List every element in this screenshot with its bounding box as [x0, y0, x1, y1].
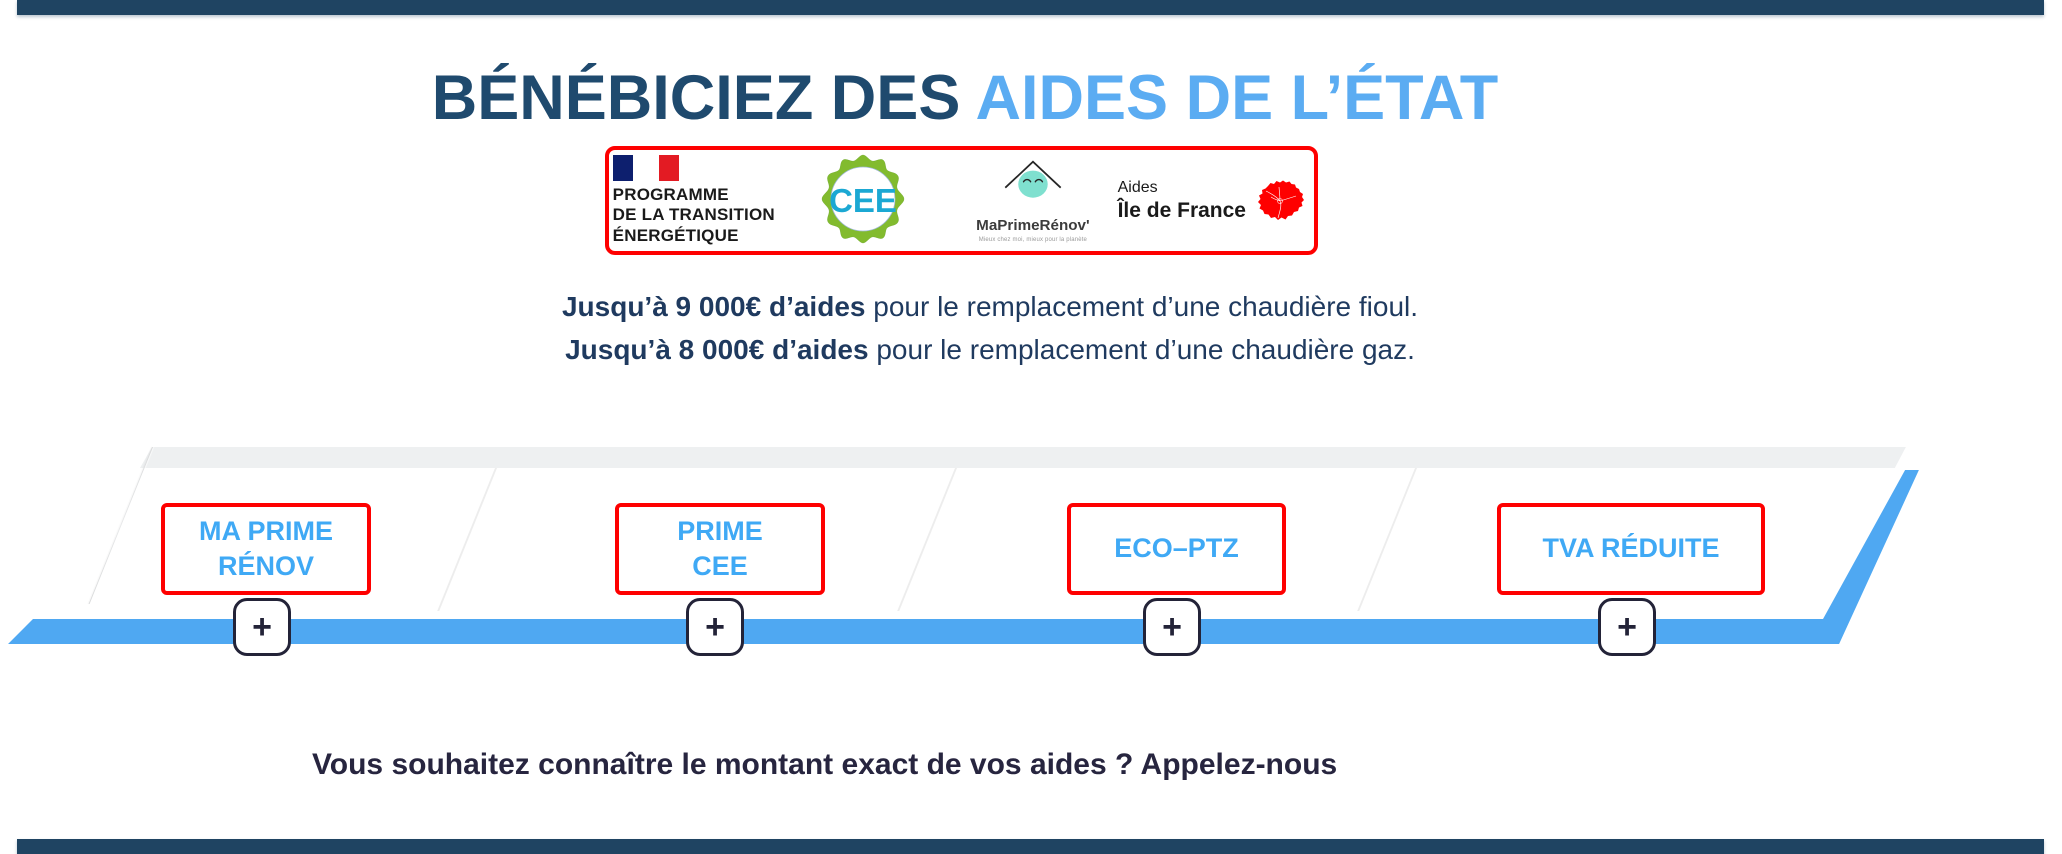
- svg-text:CEE: CEE: [829, 182, 897, 219]
